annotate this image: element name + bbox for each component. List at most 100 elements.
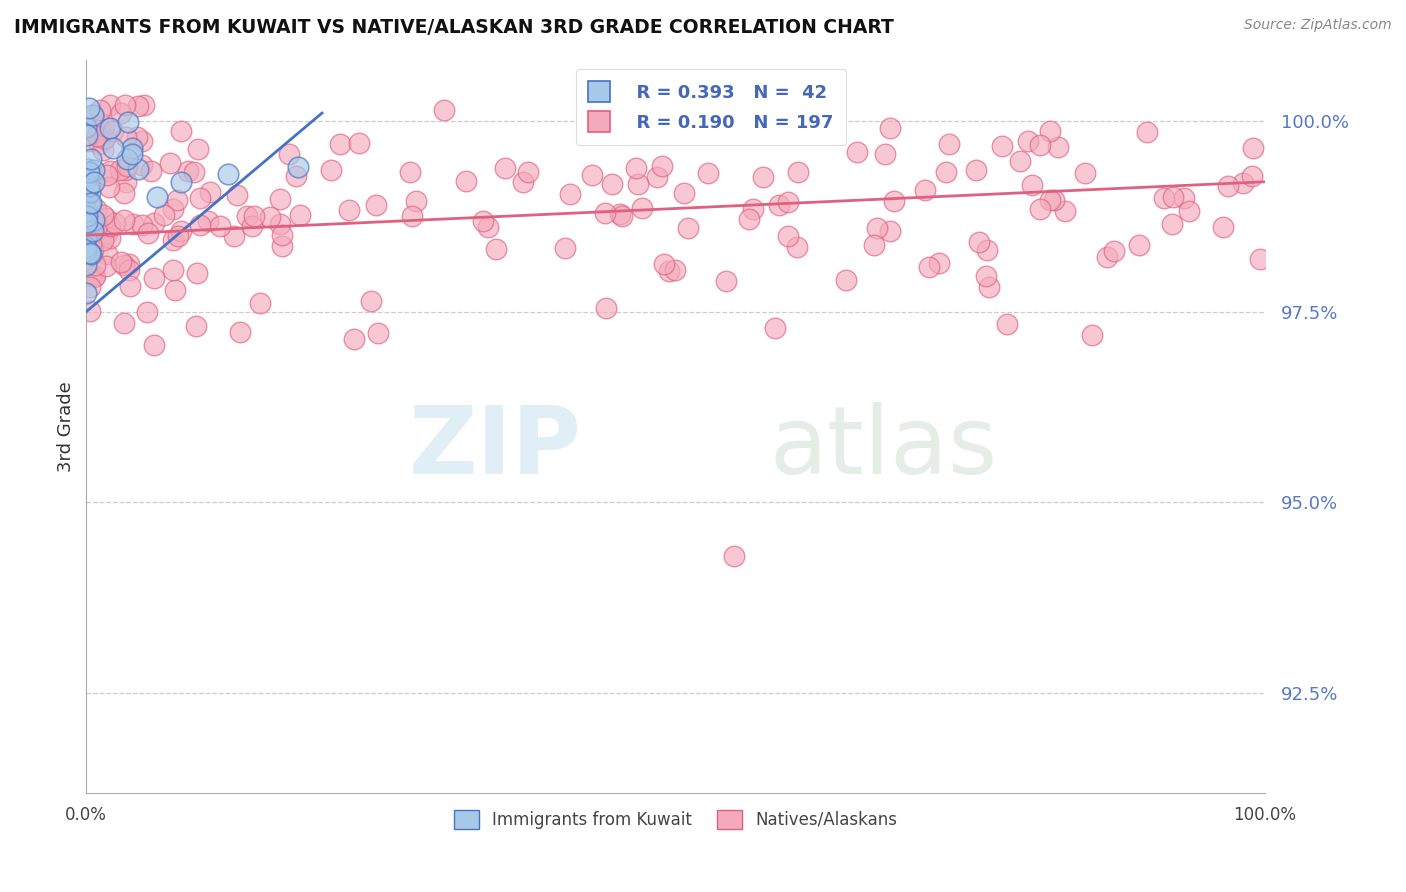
Point [110,255,132,269]
Point [977,279,1000,293]
Point [776,194,799,209]
Point [167,229,190,244]
Point [967,235,990,249]
Point [269,192,291,206]
Point [94,211,117,226]
Point [454,174,477,188]
Point [965,162,987,177]
Point [114,98,136,112]
Point [77,179,100,194]
Point [879,120,901,135]
Point [76,190,98,204]
Point [75,174,97,188]
Point [117,114,139,128]
Point [198,185,221,199]
Point [1053,204,1076,219]
Point [118,262,141,277]
Point [1039,124,1062,138]
Point [121,141,143,155]
Point [121,217,143,231]
Point [347,136,370,150]
Point [75,216,97,230]
Point [98,120,121,135]
Point [163,283,186,297]
Point [240,219,263,233]
Point [114,163,136,178]
Point [76,161,98,176]
Point [647,170,669,185]
Point [118,279,141,293]
Point [170,224,193,238]
Point [1046,140,1069,154]
Point [75,120,97,135]
Point [110,105,132,120]
Point [664,263,686,277]
Point [76,128,98,142]
Point [776,229,799,244]
Point [75,217,97,231]
Point [581,169,603,183]
Point [121,147,143,161]
Point [883,194,905,208]
Point [938,136,960,151]
Point [259,211,281,225]
Point [96,246,118,260]
Point [76,209,98,223]
Point [77,101,100,115]
Point [1043,194,1066,208]
Point [1212,220,1234,235]
Point [236,209,259,223]
Point [1241,140,1264,154]
Point [1074,166,1097,180]
Point [1021,178,1043,193]
Point [229,325,252,339]
Point [249,295,271,310]
Point [472,214,495,228]
Point [630,201,652,215]
Point [337,202,360,217]
Text: atlas: atlas [770,402,998,494]
Point [162,202,184,216]
Point [83,270,105,285]
Point [1017,134,1039,148]
Point [1008,154,1031,169]
Point [79,165,101,179]
Point [433,103,456,117]
Point [494,161,516,175]
Point [162,262,184,277]
Point [79,196,101,211]
Point [131,134,153,148]
Point [602,178,624,192]
Point [159,156,181,170]
Point [672,186,695,201]
Point [627,178,650,192]
Point [96,226,118,240]
Point [93,132,115,146]
Point [127,129,149,144]
Point [103,216,125,230]
Point [82,108,104,122]
Point [723,549,745,563]
Point [86,219,108,234]
Point [118,257,141,271]
Point [763,321,786,335]
Point [115,152,138,166]
Point [80,268,103,283]
Point [610,209,633,223]
Point [225,188,247,202]
Point [79,304,101,318]
Point [86,202,108,216]
Point [162,233,184,247]
Point [79,280,101,294]
Point [270,228,292,243]
Point [651,159,673,173]
Point [516,165,538,179]
Point [319,163,342,178]
Point [752,169,775,184]
Point [188,191,211,205]
Point [135,305,157,319]
Point [866,220,889,235]
Point [75,244,97,258]
Point [329,137,352,152]
Point [186,266,208,280]
